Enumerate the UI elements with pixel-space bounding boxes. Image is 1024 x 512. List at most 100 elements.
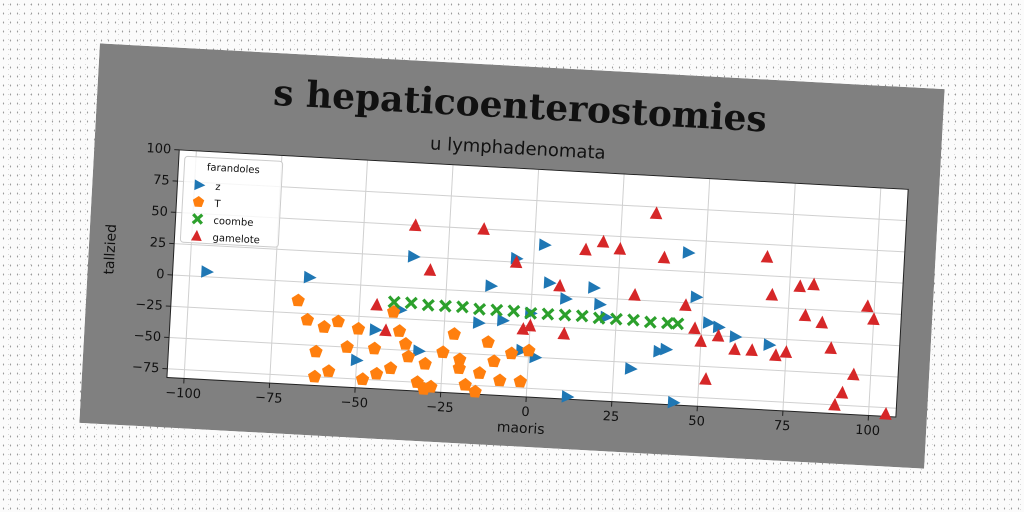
data-point bbox=[653, 344, 667, 358]
data-point bbox=[592, 311, 606, 325]
legend-marker-z bbox=[194, 179, 206, 191]
data-point bbox=[438, 299, 452, 313]
y-gridline bbox=[172, 274, 902, 315]
data-point bbox=[300, 312, 315, 326]
y-tick-label: 50 bbox=[151, 204, 168, 220]
data-point bbox=[504, 346, 519, 360]
data-point bbox=[407, 250, 421, 263]
data-point bbox=[557, 326, 570, 340]
data-point bbox=[688, 321, 701, 335]
data-point bbox=[815, 315, 829, 329]
y-tick-label: −25 bbox=[135, 297, 163, 313]
data-point bbox=[649, 206, 663, 220]
data-point bbox=[322, 364, 336, 378]
data-point bbox=[609, 312, 623, 326]
data-point bbox=[408, 218, 422, 232]
legend-label-gamelote: gamelote bbox=[212, 233, 260, 247]
data-point bbox=[690, 290, 704, 304]
y-tick-label: 25 bbox=[149, 235, 166, 251]
data-point bbox=[370, 297, 383, 311]
data-point bbox=[699, 372, 712, 386]
data-point bbox=[455, 300, 470, 314]
data-point bbox=[351, 321, 366, 335]
x-tick-label: −50 bbox=[340, 395, 368, 411]
data-point bbox=[575, 309, 589, 323]
data-point bbox=[613, 242, 627, 255]
x-tick-label: −100 bbox=[165, 385, 201, 402]
data-point bbox=[763, 338, 777, 351]
data-point bbox=[340, 340, 354, 354]
legend-label-t: T bbox=[213, 199, 222, 210]
x-gridline bbox=[354, 160, 368, 388]
data-point bbox=[846, 367, 860, 381]
data-point bbox=[404, 296, 418, 310]
y-axis-label: tallzied bbox=[101, 224, 120, 275]
x-gridline bbox=[525, 169, 540, 398]
x-tick-label: −75 bbox=[255, 390, 283, 406]
data-point bbox=[201, 265, 214, 278]
data-point bbox=[561, 390, 575, 403]
data-point bbox=[367, 341, 382, 355]
data-point bbox=[660, 316, 675, 330]
data-point bbox=[515, 343, 529, 357]
data-point bbox=[507, 304, 521, 318]
data-point bbox=[860, 299, 874, 313]
data-point bbox=[524, 306, 538, 320]
data-point bbox=[541, 307, 555, 321]
data-point bbox=[538, 238, 552, 251]
data-point bbox=[383, 361, 398, 375]
data-point bbox=[472, 366, 487, 380]
data-point bbox=[392, 324, 407, 338]
series-gamelote bbox=[370, 206, 892, 420]
data-point bbox=[421, 298, 435, 312]
data-point bbox=[624, 362, 638, 375]
data-point bbox=[543, 276, 557, 289]
data-point bbox=[793, 279, 806, 293]
data-point bbox=[769, 348, 782, 362]
data-point bbox=[867, 312, 880, 326]
data-point bbox=[436, 345, 450, 359]
legend-marker-gamelote bbox=[190, 229, 202, 242]
data-point bbox=[447, 327, 461, 341]
data-point bbox=[387, 295, 401, 309]
data-point bbox=[824, 341, 837, 355]
data-point bbox=[309, 344, 323, 358]
data-point bbox=[490, 303, 504, 317]
x-axis-label: maoris bbox=[496, 419, 545, 438]
x-gridline bbox=[782, 183, 796, 411]
x-gridline bbox=[867, 187, 882, 416]
data-point bbox=[399, 336, 413, 350]
data-point bbox=[401, 349, 416, 363]
data-point bbox=[387, 304, 401, 318]
data-point bbox=[712, 320, 726, 334]
data-point bbox=[835, 385, 849, 399]
data-point bbox=[671, 317, 685, 331]
data-point bbox=[452, 361, 466, 375]
y-gridline bbox=[167, 368, 897, 409]
data-point bbox=[369, 366, 384, 380]
data-point bbox=[596, 234, 610, 248]
data-point bbox=[798, 308, 812, 322]
data-point bbox=[729, 330, 743, 343]
data-point bbox=[643, 315, 658, 329]
legend-box bbox=[179, 155, 284, 248]
data-point bbox=[331, 314, 345, 328]
x-tick-label: 0 bbox=[521, 405, 530, 420]
x-gridline bbox=[696, 178, 711, 407]
data-point bbox=[317, 320, 331, 333]
data-point bbox=[493, 373, 507, 387]
data-point bbox=[779, 345, 793, 359]
y-tick-label: 75 bbox=[153, 173, 170, 189]
data-point bbox=[667, 395, 681, 409]
data-point bbox=[350, 353, 364, 367]
data-point bbox=[477, 222, 490, 236]
data-point bbox=[513, 374, 528, 388]
data-point bbox=[728, 342, 741, 356]
data-point bbox=[497, 313, 510, 327]
y-gridline bbox=[175, 211, 905, 253]
x-gridline bbox=[611, 173, 625, 402]
plot-area bbox=[166, 149, 909, 417]
y-tick-label: −75 bbox=[132, 360, 160, 376]
data-point bbox=[424, 379, 438, 393]
data-point bbox=[355, 372, 370, 386]
